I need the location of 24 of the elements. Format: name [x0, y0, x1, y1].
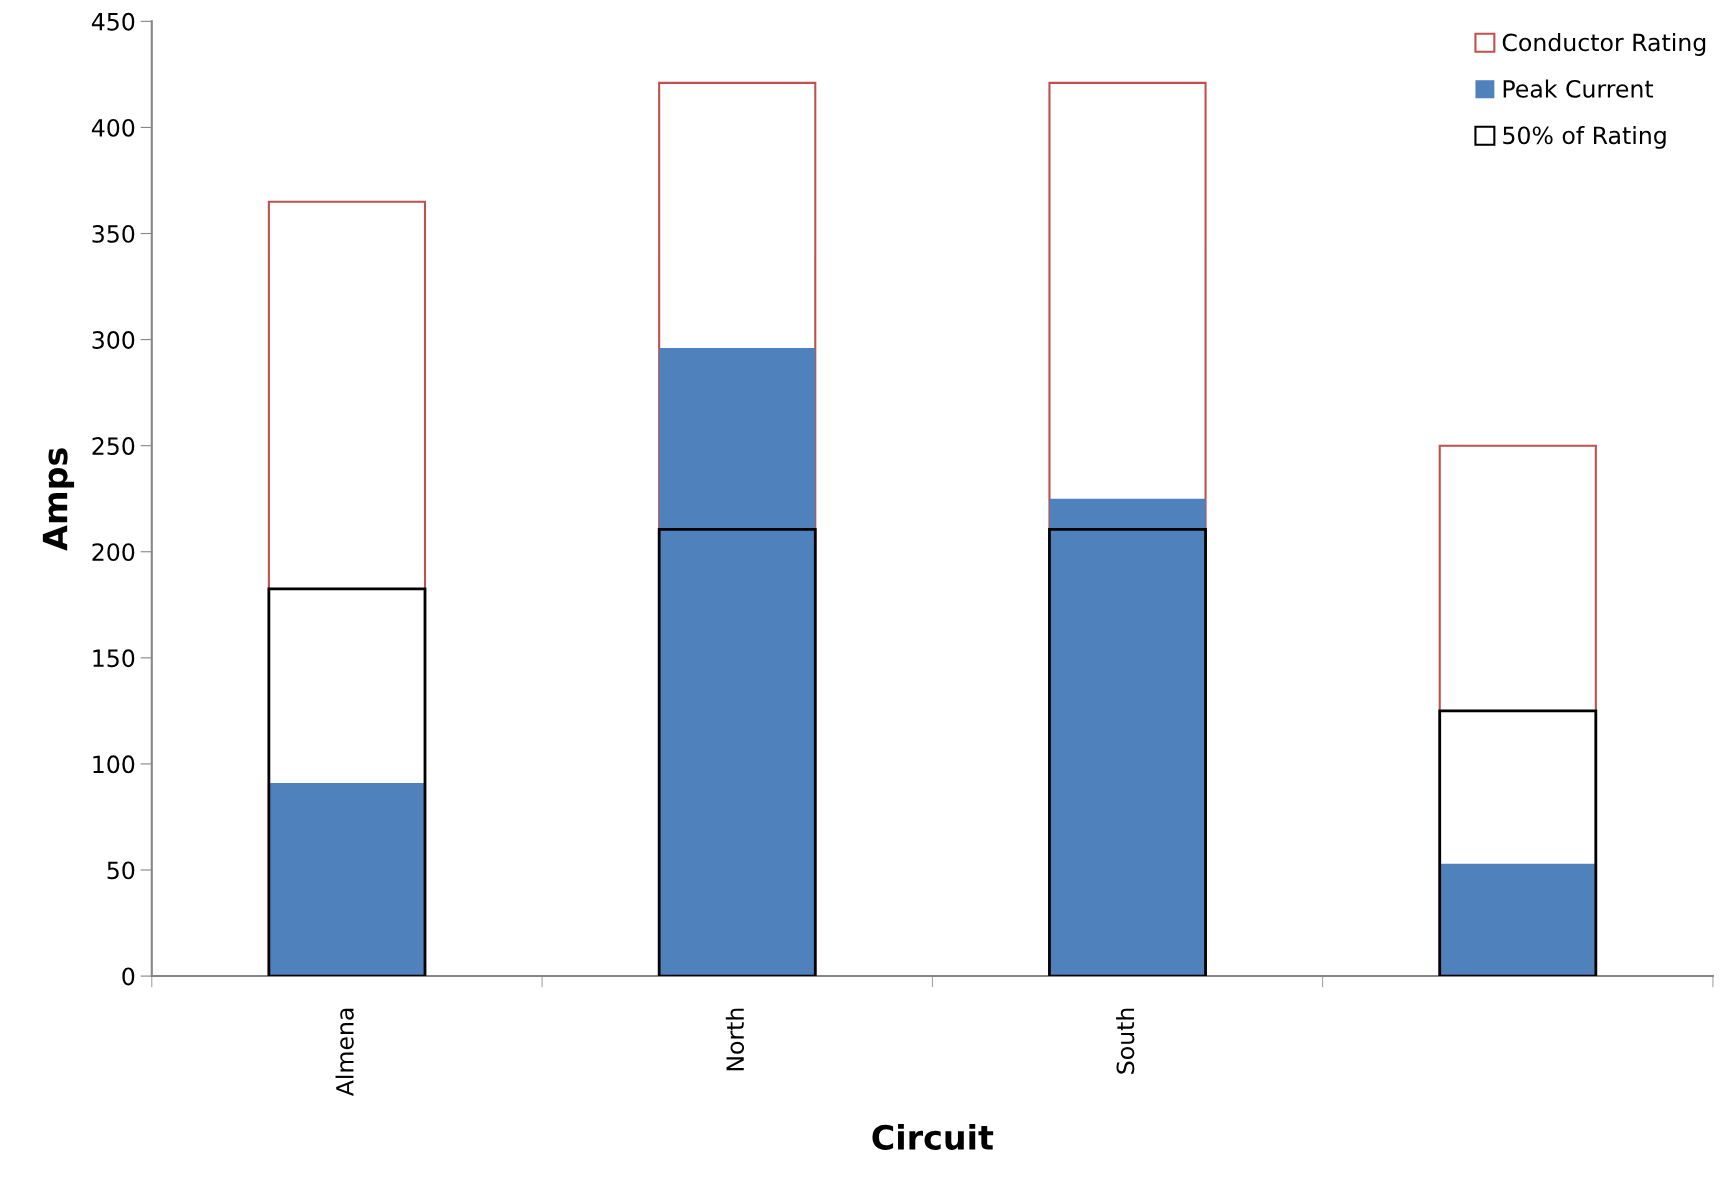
- x-tick-label: North: [725, 1008, 745, 1071]
- y-tick-label: 400: [91, 118, 135, 137]
- x-tick-label: Almena: [335, 1008, 354, 1097]
- legend-label: Conductor Rating: [1502, 33, 1706, 56]
- bar: [267, 587, 427, 977]
- y-tick-label: 0: [122, 967, 135, 986]
- y-tick-label: 200: [92, 543, 135, 562]
- y-tick-label: 250: [92, 437, 135, 455]
- bar: [268, 783, 425, 977]
- x-axis-title: Circuit: [872, 1124, 994, 1150]
- y-tick-label: 50: [107, 861, 135, 880]
- y-tick-label: 300: [92, 331, 135, 349]
- y-axis-title: Amps: [42, 448, 75, 551]
- y-tick-label: 350: [92, 224, 135, 243]
- legend-label: 50% of Rating: [1503, 125, 1666, 149]
- y-tick-label: 100: [93, 755, 135, 774]
- bar: [659, 348, 816, 977]
- y-tick-label: 450: [91, 12, 135, 31]
- bar: [1439, 863, 1596, 977]
- bar: [657, 528, 817, 977]
- bar: [1438, 709, 1598, 977]
- y-tick-label: 150: [93, 649, 135, 668]
- x-tick-label: South: [1116, 1008, 1135, 1074]
- legend-label: Peak Current: [1503, 79, 1654, 98]
